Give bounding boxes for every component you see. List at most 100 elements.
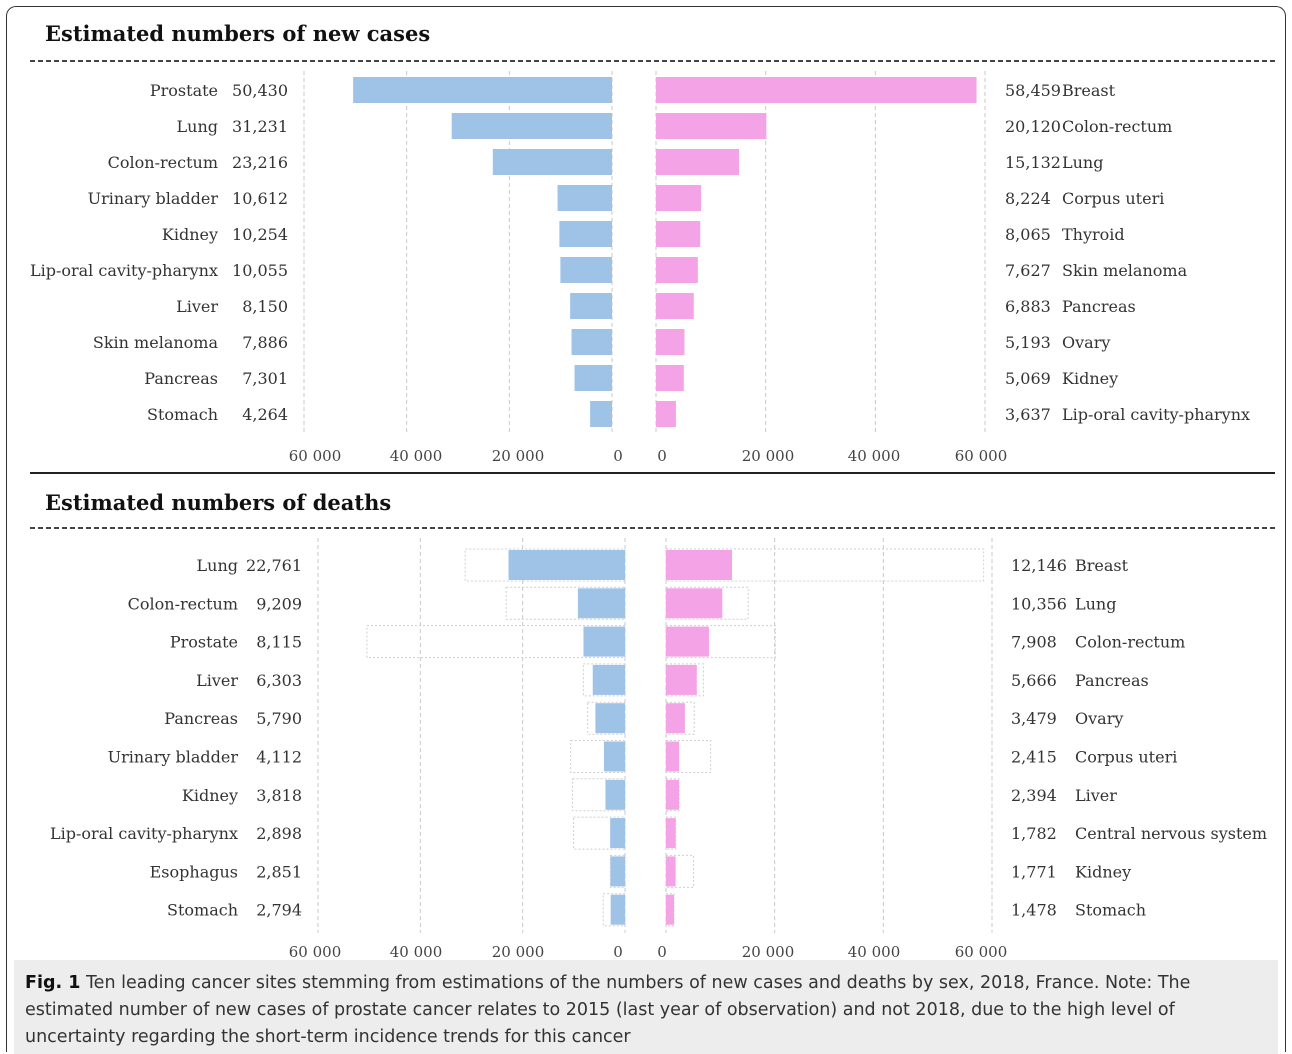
cases-axis-tick-label: 20 000 — [742, 447, 795, 465]
cases-left-bar — [574, 365, 612, 391]
cases-right-bar — [656, 77, 977, 103]
cases-left-bar — [571, 329, 612, 355]
deaths-right-value-label: 5,666 — [1011, 671, 1057, 690]
cases-right-value-label: 58,459 — [1005, 81, 1061, 100]
cases-axis-tick-label: 60 000 — [289, 447, 342, 465]
cases-right-value-label: 6,883 — [1005, 297, 1051, 316]
cases-left-value-label: 23,216 — [232, 153, 288, 172]
cases-right-bar — [656, 329, 685, 355]
cases-left-value-label: 7,301 — [242, 369, 288, 388]
cases-left-value-label: 10,612 — [232, 189, 288, 208]
cases-right-value-label: 5,069 — [1005, 369, 1051, 388]
deaths-right-category-label: Ovary — [1075, 709, 1123, 728]
deaths-right-category-label: Pancreas — [1075, 671, 1149, 690]
cases-left-value-label: 4,264 — [242, 405, 288, 424]
deaths-left-value-label: 4,112 — [256, 748, 302, 767]
deaths-left-value-label: 8,115 — [256, 633, 302, 652]
deaths-right-value-label: 1,478 — [1011, 901, 1057, 920]
deaths-left-value-label: 6,303 — [256, 671, 302, 690]
deaths-right-category-label: Lung — [1075, 594, 1116, 613]
deaths-right-bar — [666, 550, 732, 580]
cases-left-category-label: Liver — [176, 297, 218, 316]
deaths-left-comparison-bar — [573, 816, 626, 850]
cases-left-bar — [590, 401, 612, 427]
deaths-right-category-label: Kidney — [1075, 862, 1131, 881]
deaths-left-value-label: 2,794 — [256, 901, 302, 920]
cases-right-category-label: Pancreas — [1062, 297, 1136, 316]
cases-right-bar — [656, 185, 702, 211]
cases-right-bar — [656, 365, 684, 391]
cases-left-category-label: Kidney — [162, 225, 218, 244]
cases-left-bar — [559, 221, 612, 247]
cases-right-category-label: Lip-oral cavity-pharynx — [1062, 405, 1250, 424]
deaths-left-value-label: 2,898 — [256, 824, 302, 843]
deaths-right-bar — [666, 626, 709, 657]
deaths-right-bar — [666, 588, 723, 619]
deaths-axis-tick-label: 20 000 — [742, 943, 795, 960]
deaths-left-category-label: Kidney — [182, 786, 238, 805]
caption-label: Fig. 1 — [25, 973, 81, 993]
cases-right-category-label: Breast — [1062, 81, 1116, 100]
deaths-right-category-label: Corpus uteri — [1075, 748, 1177, 767]
deaths-axis-tick-label: 20 000 — [492, 943, 545, 960]
cases-right-bar — [656, 293, 694, 319]
deaths-left-category-label: Lung — [197, 556, 238, 575]
cases-panel-title: Estimated numbers of new cases — [45, 21, 430, 46]
deaths-left-category-label: Prostate — [170, 633, 238, 652]
deaths-right-bar — [666, 664, 697, 695]
deaths-left-bar — [603, 741, 625, 772]
cases-left-category-label: Colon-rectum — [108, 153, 218, 172]
cases-left-category-label: Pancreas — [144, 369, 218, 388]
deaths-left-bar — [605, 779, 625, 810]
deaths-left-comparison-bar — [505, 586, 626, 620]
cases-left-bar — [451, 113, 612, 139]
deaths-left-value-label: 9,209 — [256, 594, 302, 613]
cases-left-category-label: Lung — [177, 117, 218, 136]
cases-left-category-label: Lip-oral cavity-pharynx — [30, 261, 218, 280]
cases-right-category-label: Skin melanoma — [1062, 261, 1188, 280]
cases-left-bar — [570, 293, 612, 319]
deaths-left-bar — [610, 818, 625, 849]
deaths-right-bar — [666, 856, 676, 887]
deaths-left-category-label: Pancreas — [164, 709, 238, 728]
caption-background — [14, 960, 1278, 1054]
cases-right-value-label: 15,132 — [1005, 153, 1061, 172]
deaths-right-value-label: 12,146 — [1011, 556, 1067, 575]
cases-left-category-label: Prostate — [150, 81, 218, 100]
cases-right-category-label: Corpus uteri — [1062, 189, 1164, 208]
deaths-left-bar — [508, 550, 625, 580]
cases-right-bar — [656, 149, 739, 175]
deaths-axis-tick-label: 60 000 — [955, 943, 1008, 960]
deaths-left-comparison-bar — [366, 625, 626, 659]
cases-right-category-label: Lung — [1062, 153, 1103, 172]
deaths-right-comparison-bar — [665, 625, 776, 659]
deaths-left-value-label: 5,790 — [256, 709, 302, 728]
figure-chart: Estimated numbers of new cases 50,430 Pros… — [30, 21, 1275, 960]
deaths-left-category-label: Colon-rectum — [128, 594, 238, 613]
deaths-right-value-label: 1,771 — [1011, 862, 1057, 881]
cases-left-value-label: 50,430 — [232, 81, 288, 100]
figure-frame — [6, 6, 1286, 1052]
deaths-right-bar — [666, 703, 685, 734]
deaths-left-category-label: Esophagus — [150, 862, 238, 881]
deaths-panel-title: Estimated numbers of deaths — [45, 490, 391, 515]
deaths-left-bar — [592, 664, 625, 695]
cases-left-category-label: Urinary bladder — [88, 189, 219, 208]
figure-caption: Fig. 1 Ten leading cancer sites stemming… — [25, 970, 1265, 1051]
cases-left-value-label: 31,231 — [232, 117, 288, 136]
deaths-right-category-label: Central nervous system — [1075, 824, 1267, 843]
deaths-axis-tick-label: 0 — [657, 943, 667, 960]
deaths-right-bar — [666, 894, 675, 925]
cases-right-category-label: Ovary — [1062, 333, 1110, 352]
cases-right-category-label: Kidney — [1062, 369, 1118, 388]
deaths-right-bar — [666, 779, 680, 810]
deaths-right-bar — [666, 818, 676, 849]
cases-right-category-label: Thyroid — [1062, 225, 1125, 244]
cases-right-value-label: 20,120 — [1005, 117, 1061, 136]
deaths-right-value-label: 3,479 — [1011, 709, 1057, 728]
cases-right-category-label: Colon-rectum — [1062, 117, 1172, 136]
caption-text: Ten leading cancer sites stemming from e… — [25, 973, 1191, 1047]
deaths-left-bar — [595, 703, 625, 734]
deaths-left-bar — [577, 588, 625, 619]
deaths-left-bar — [610, 856, 625, 887]
